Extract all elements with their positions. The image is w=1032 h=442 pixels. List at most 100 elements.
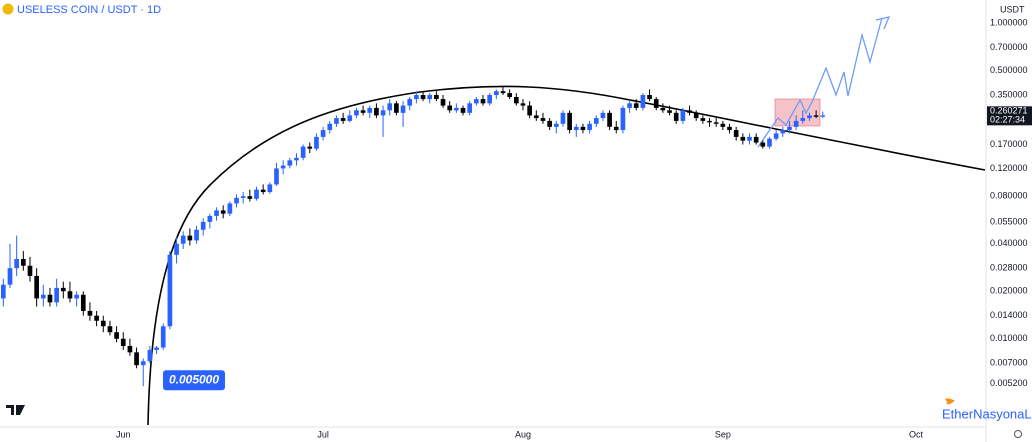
candle-body (513, 97, 519, 104)
candle-body (387, 103, 393, 111)
candle-body (120, 338, 126, 346)
projection-drawing (757, 16, 891, 148)
last-price-box (987, 106, 1032, 126)
candle-body (720, 123, 726, 127)
x-tick-label: Oct (909, 429, 924, 439)
candle-body (407, 99, 413, 106)
candle-body (760, 142, 766, 147)
last-price-label: 0.260271 (990, 106, 1028, 116)
candle-body (27, 265, 33, 276)
candle-body (194, 229, 199, 241)
y-tick-label: 0.055000 (990, 216, 1028, 226)
candle-body (307, 146, 313, 149)
annotation-label: 0.005000 (169, 372, 219, 386)
y-tick-label: 0.014000 (990, 310, 1028, 320)
candle-body (787, 126, 792, 131)
candle-body (693, 112, 699, 119)
candle-body (134, 352, 139, 366)
candle-body (547, 120, 552, 127)
candle-body (667, 110, 672, 113)
candle-body (260, 189, 266, 193)
candle-body (154, 347, 159, 350)
candle-body (740, 136, 746, 141)
candle-body (560, 112, 566, 124)
candle-body (600, 112, 606, 119)
y-tick-label: 0.040000 (990, 238, 1028, 248)
candle-body (287, 160, 293, 166)
annotation-box (163, 370, 225, 391)
y-tick-label: 0.080000 (990, 191, 1028, 201)
candle-body (347, 115, 353, 121)
candle-body (160, 326, 166, 348)
watermark: EtherNasyonaL (942, 406, 1032, 421)
candle-body (67, 291, 73, 299)
y-tick-label: 0.007000 (990, 358, 1028, 368)
candle-body (114, 332, 119, 339)
candle-body (394, 103, 399, 113)
candle-body (780, 130, 786, 134)
candle-body (34, 275, 39, 299)
settings-icon[interactable] (1014, 430, 1022, 438)
candle-body (680, 110, 686, 121)
candle-body (487, 95, 493, 104)
candle-body (573, 126, 579, 131)
candle-body (767, 138, 772, 147)
candle-body (7, 268, 13, 285)
x-tick-label: Jul (317, 429, 329, 439)
candle-body (707, 120, 712, 123)
candle-body (54, 287, 59, 303)
candle-body (533, 115, 539, 119)
candle-body (294, 157, 299, 161)
candle-body (660, 107, 666, 111)
y-tick-label: 0.170000 (990, 139, 1028, 149)
candle-body (420, 95, 426, 100)
candle-body (214, 210, 219, 216)
candle-body (540, 118, 546, 121)
candle-body (87, 310, 93, 316)
candle-body (227, 203, 233, 214)
candle-body (700, 118, 706, 121)
candle-body (414, 95, 419, 100)
currency-label: USDT (1000, 4, 1025, 14)
candle-body (620, 107, 626, 131)
x-tick-label: Jun (116, 429, 131, 439)
candle-body (613, 126, 619, 131)
candle-body (447, 105, 453, 111)
chart-title: USELESS COIN / USDT · 1D (17, 4, 161, 16)
candle-body (20, 259, 26, 266)
candle-body (427, 95, 433, 100)
candle-body (80, 294, 86, 311)
candle-body (733, 130, 739, 137)
candle-body (527, 105, 532, 116)
candle-body (94, 315, 99, 321)
logo (6, 405, 25, 415)
candle-body (807, 115, 812, 119)
candle-body (220, 210, 226, 214)
candle-body (480, 99, 486, 104)
candle-body (280, 165, 286, 169)
candle-body (713, 122, 719, 124)
candle-body (627, 103, 632, 108)
candle-body (553, 123, 559, 127)
candle-body (334, 118, 339, 124)
candle-body (314, 136, 319, 149)
candle-body (207, 215, 213, 222)
candle-body (640, 95, 646, 108)
candle-body (400, 105, 406, 113)
candle-body (687, 110, 692, 113)
candle-body (813, 115, 819, 117)
y-tick-label: 0.700000 (990, 42, 1028, 52)
candle-body (234, 197, 239, 204)
candle-body (0, 284, 6, 299)
candle-body (747, 136, 752, 141)
y-tick-label: 0.120000 (990, 163, 1028, 173)
y-tick-label: 0.350000 (990, 89, 1028, 99)
coin-icon (2, 3, 14, 15)
candle-body (327, 123, 333, 131)
candle-body (240, 196, 246, 198)
candle-body (167, 254, 173, 327)
candle-body (820, 115, 826, 117)
y-tick-label: 1.000000 (990, 17, 1028, 27)
candle-body (493, 91, 499, 96)
